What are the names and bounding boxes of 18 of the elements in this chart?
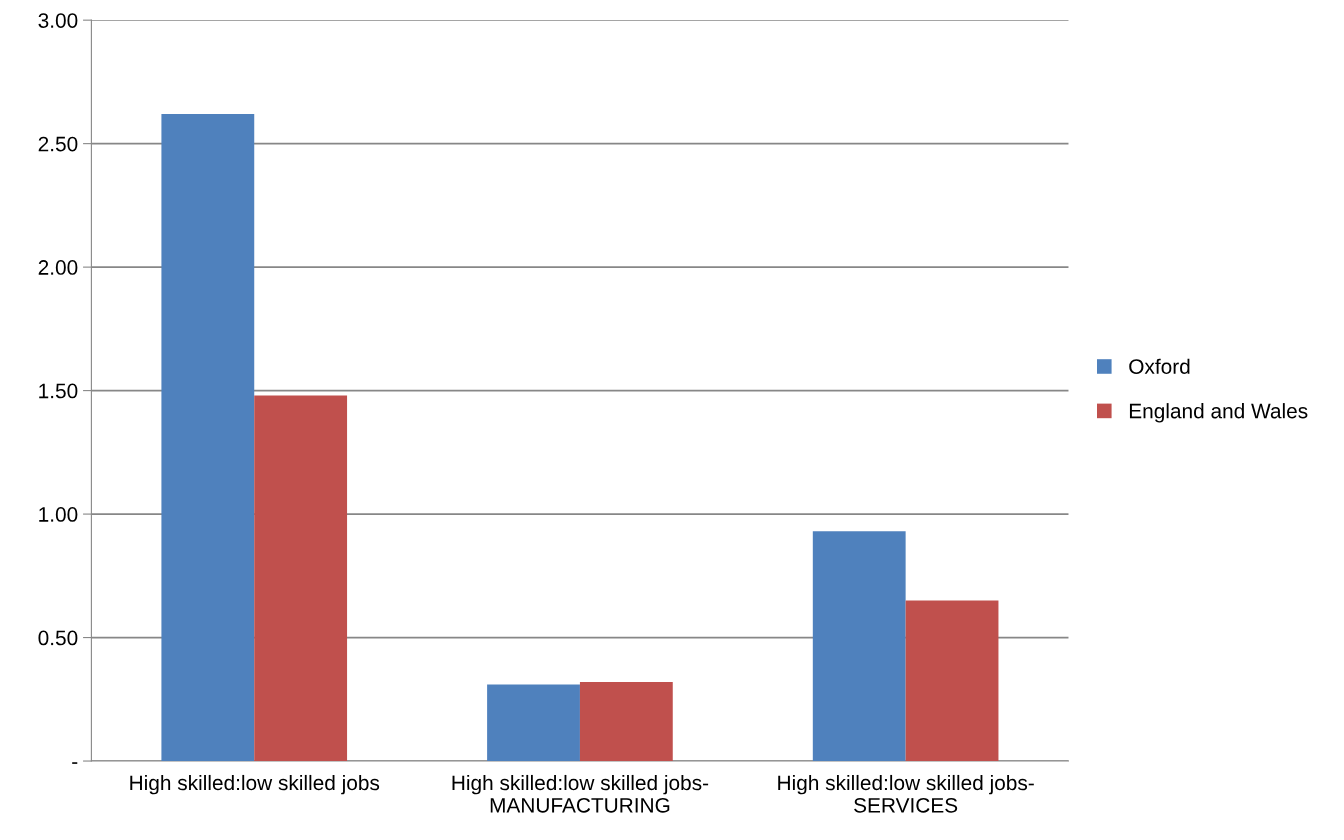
bar: [812, 531, 906, 762]
y-tick-label: 1.00: [39, 507, 78, 522]
x-tick-label: High skilled:low skilled jobs- SERVICES: [778, 774, 1034, 813]
bar: [254, 395, 348, 762]
bar: [905, 600, 999, 762]
y-tick-label: 2.00: [38, 260, 78, 275]
x-tick-label: High skilled:low skilled jobs: [130, 774, 380, 795]
bar: [161, 114, 255, 762]
y-tick-label: 0.50: [38, 630, 78, 646]
legend-label: Oxford: [1129, 358, 1190, 374]
legend-label: England and Wales: [1129, 403, 1308, 423]
bar: [487, 684, 580, 762]
y-tick-label: 2.50: [38, 136, 78, 152]
y-tick-label: 1.50: [39, 383, 78, 399]
y-tick-label: 3.00: [38, 13, 78, 28]
x-tick-label: High skilled:low skilled jobs- MANUFACTURING: [452, 774, 709, 813]
bar: [579, 682, 673, 762]
y-tick-label: -: [72, 762, 78, 764]
